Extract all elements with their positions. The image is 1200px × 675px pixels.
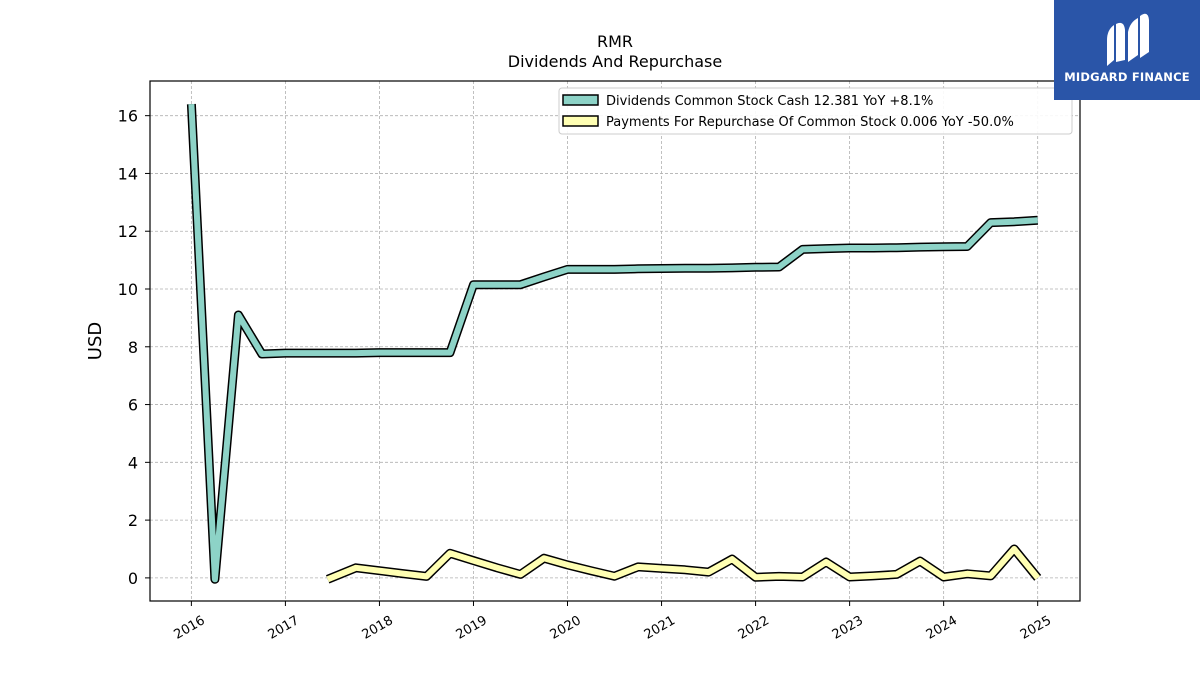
- y-tick-label: 0: [128, 569, 138, 588]
- y-tick-label: 8: [128, 338, 138, 357]
- y-tick-label: 10: [118, 280, 138, 299]
- legend-label-2: Payments For Repurchase Of Common Stock …: [606, 115, 1014, 130]
- chart-subtitle: Dividends And Repurchase: [508, 52, 722, 71]
- x-tick-label: 2023: [830, 613, 866, 643]
- y-tick-label: 4: [128, 453, 138, 472]
- x-tick-label: 2017: [266, 613, 302, 643]
- y-axis: 0 2 4 6 8 10 12 14 16: [118, 107, 150, 588]
- x-tick-label: 2021: [642, 613, 678, 643]
- legend-box: [558, 87, 1073, 135]
- x-tick-label: 2022: [736, 613, 772, 643]
- brand-name: MIDGARD FINANCE: [1064, 70, 1190, 84]
- y-tick-label: 16: [118, 107, 138, 126]
- y-tick-label: 6: [128, 396, 138, 415]
- grid: [150, 81, 1080, 601]
- x-tick-label: 2024: [924, 613, 960, 643]
- series-layer: [186, 103, 1042, 584]
- series-line-1: [188, 103, 1038, 583]
- legend-label-1: Dividends Common Stock Cash 12.381 YoY +…: [606, 94, 933, 109]
- y-axis-label: USD: [85, 322, 106, 360]
- y-tick-label: 2: [128, 511, 138, 530]
- midgard-logo-icon: [1107, 13, 1149, 66]
- x-tick-label: 2019: [454, 613, 490, 643]
- y-tick-label: 14: [118, 164, 138, 183]
- x-axis: 2016 2017 2018 2019 2020 2021 2022 2023 2024 2025: [172, 601, 1054, 643]
- legend-swatch-1: [562, 94, 599, 106]
- series-line-outline-2: [326, 544, 1042, 584]
- x-tick-label: 2025: [1018, 613, 1054, 643]
- y-tick-label: 12: [118, 222, 138, 241]
- x-tick-label: 2016: [172, 613, 208, 643]
- series-line-2: [326, 546, 1041, 583]
- x-tick-label: 2020: [548, 613, 584, 643]
- x-tick-label: 2018: [360, 613, 396, 643]
- brand-logo: MIDGARD FINANCE: [1054, 0, 1200, 100]
- plot-frame: [149, 80, 1081, 602]
- legend-swatch-2: [562, 115, 599, 127]
- legend: Dividends Common Stock Cash 12.381 YoY +…: [558, 87, 1073, 135]
- chart-title: RMR: [597, 32, 633, 51]
- series-line-outline-1: [186, 103, 1038, 584]
